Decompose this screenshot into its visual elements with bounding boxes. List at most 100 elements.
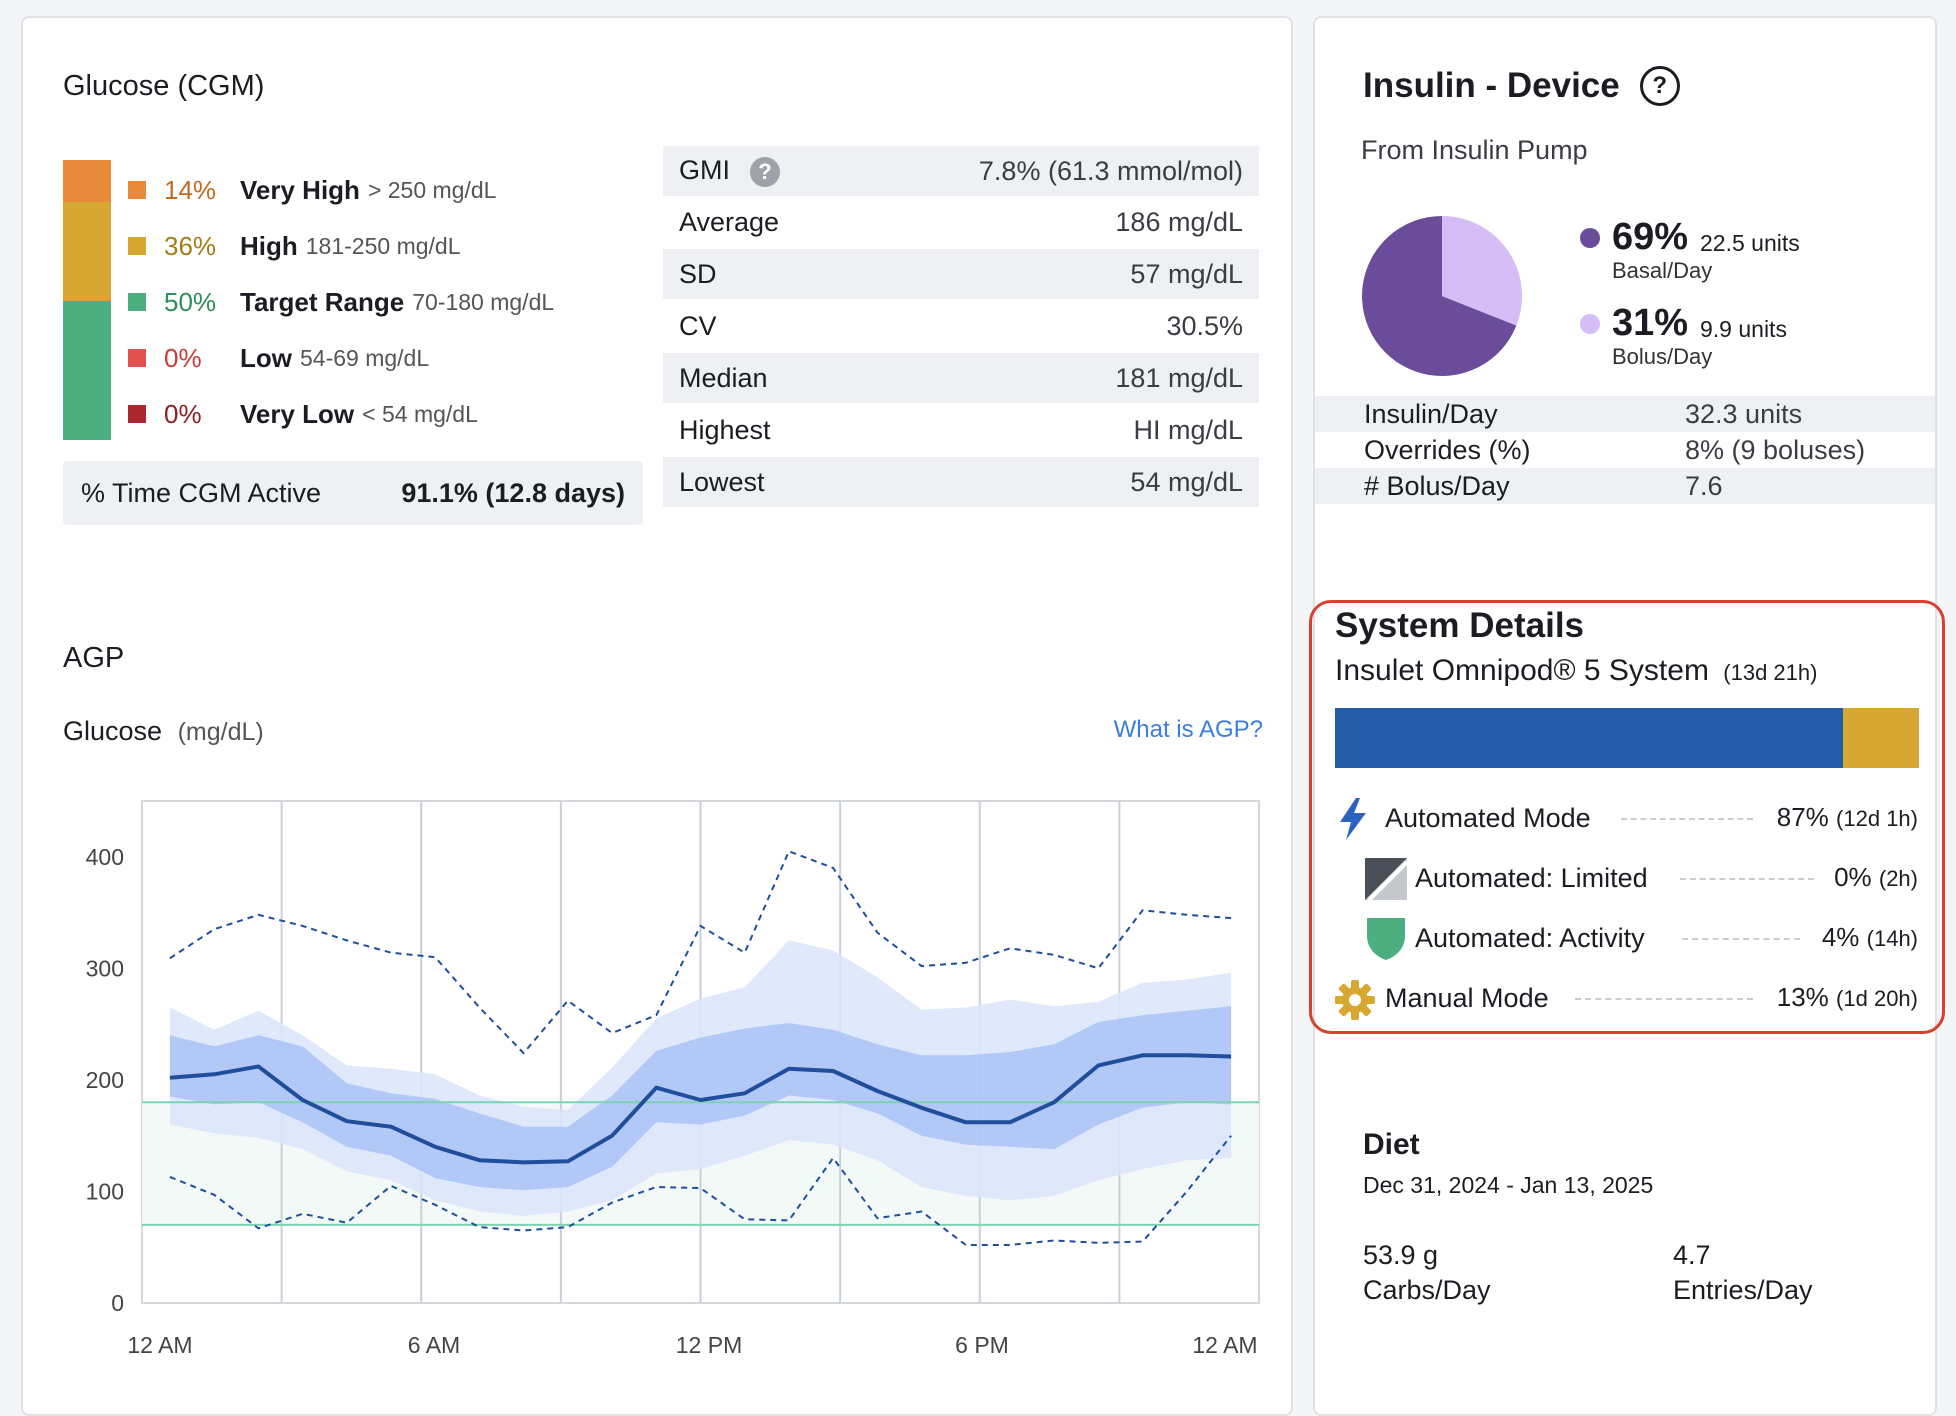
cv-value: 30.5%	[1166, 310, 1243, 341]
stat-row-median: Median 181 mg/dL	[663, 353, 1259, 403]
agp-title: AGP	[63, 642, 125, 674]
tir-bar-high	[63, 202, 111, 301]
highest-value: HI mg/dL	[1133, 414, 1243, 445]
cv-label: CV	[679, 310, 717, 341]
mode-automated-label: Automated Mode	[1385, 802, 1591, 833]
mode-manual-pct: 13%	[1776, 982, 1829, 1012]
high-range: 181-250 mg/dL	[305, 232, 461, 259]
x-tick-label: 6 AM	[408, 1332, 460, 1358]
mode-automated-value: 87% (12d 1h)	[1777, 802, 1918, 833]
highest-label: Highest	[679, 414, 771, 445]
mode-automated-pct: 87%	[1776, 802, 1829, 832]
very-low-percent: 0%	[164, 398, 202, 429]
high-label: High	[240, 230, 298, 261]
gmi-value: 7.8% (61.3 mmol/mol)	[978, 155, 1243, 186]
x-tick-label: 12 AM	[1192, 1332, 1257, 1358]
tir-row-high: 36% High 181-250 mg/dL	[128, 230, 461, 262]
very-high-percent: 14%	[164, 174, 217, 205]
mode-activity-value: 4% (14h)	[1822, 922, 1918, 953]
mode-activity: Automated: Activity	[1415, 918, 1645, 958]
system-device: Insulet Omnipod® 5 System (13d 21h)	[1335, 654, 1817, 688]
basal-label: Basal/Day	[1612, 258, 1713, 283]
bolus-percent: 31%	[1612, 302, 1689, 344]
very-high-swatch	[128, 181, 146, 199]
y-tick-label: 0	[111, 1290, 124, 1316]
low-label: Low	[240, 342, 292, 373]
median-label: Median	[679, 362, 768, 393]
bolus-label: Bolus/Day	[1612, 344, 1713, 369]
tir-row-very-low: 0% Very Low < 54 mg/dL	[128, 398, 478, 430]
mode-activity-dur: (14h)	[1866, 926, 1918, 951]
basal-units: 22.5 units	[1700, 230, 1800, 256]
median-value: 181 mg/dL	[1115, 362, 1243, 393]
x-tick-label: 12 AM	[127, 1332, 192, 1358]
lowest-label: Lowest	[679, 466, 765, 497]
system-device-name: Insulet Omnipod® 5 System	[1335, 654, 1709, 687]
mode-manual-value: 13% (1d 20h)	[1777, 982, 1918, 1013]
cgm-active-label: % Time CGM Active	[81, 477, 322, 508]
agp-line-median	[169, 1053, 1232, 1165]
stat-row-cv: CV 30.5%	[663, 301, 1259, 351]
limited-icon	[1365, 858, 1407, 900]
mode-limited-pct: 0%	[1834, 862, 1872, 892]
very-low-label: Very Low	[240, 398, 355, 429]
insulin-pie-chart	[1362, 216, 1522, 376]
target-range: 70-180 mg/dL	[412, 288, 555, 315]
insulin-per-day-label: Insulin/Day	[1364, 398, 1498, 429]
diet-dates: Dec 31, 2024 - Jan 13, 2025	[1363, 1172, 1654, 1198]
stat-row-sd: SD 57 mg/dL	[663, 249, 1259, 299]
what-is-agp-link[interactable]: What is AGP?	[1113, 716, 1263, 743]
mode-activity-label: Automated: Activity	[1415, 922, 1645, 953]
entries-value: 4.7	[1673, 1240, 1711, 1270]
lowest-value: 54 mg/dL	[1130, 466, 1243, 497]
agp-subtitle: Glucose	[63, 716, 163, 746]
sd-value: 57 mg/dL	[1130, 258, 1243, 289]
system-mode-bar	[1335, 708, 1919, 768]
insulin-row-overrides: Overrides (%) 8% (9 boluses)	[1315, 432, 1935, 468]
gear-icon	[1335, 980, 1375, 1020]
diet-title: Diet	[1363, 1128, 1420, 1161]
bolus-per-day-label: # Bolus/Day	[1364, 470, 1510, 501]
high-percent: 36%	[164, 230, 217, 261]
bolus-per-day-value: 7.6	[1685, 470, 1723, 501]
y-tick-label: 400	[86, 844, 124, 870]
mode-automated: Automated Mode	[1385, 798, 1591, 838]
tir-bar-target	[63, 301, 111, 440]
bolus-dot	[1580, 314, 1600, 334]
system-bar-manual	[1843, 708, 1919, 768]
insulin-help-icon[interactable]: ?	[1639, 66, 1680, 106]
mode-limited-label: Automated: Limited	[1415, 862, 1648, 893]
x-tick-label: 12 PM	[676, 1332, 742, 1358]
gmi-label: GMI	[679, 155, 730, 185]
very-low-range: < 54 mg/dL	[362, 400, 478, 427]
tir-row-very-high: 14% Very High > 250 mg/dL	[128, 174, 496, 206]
entries-label: Entries/Day	[1673, 1275, 1813, 1305]
insulin-row-bolus-per-day: # Bolus/Day 7.6	[1315, 468, 1935, 504]
stat-row-average: Average 186 mg/dL	[663, 197, 1259, 247]
basal-percent: 69%	[1612, 216, 1689, 258]
mode-manual-dur: (1d 20h)	[1836, 986, 1918, 1011]
mode-activity-pct: 4%	[1821, 922, 1860, 952]
insulin-row-per-day: Insulin/Day 32.3 units	[1315, 396, 1935, 432]
agp-chart: 0 100 200 300 400 12 AM 6 AM 12 PM 6 PM 12 AM	[86, 800, 1260, 1358]
overrides-label: Overrides (%)	[1364, 434, 1531, 465]
mode-manual-label: Manual Mode	[1385, 982, 1549, 1013]
target-label: Target Range	[240, 286, 405, 317]
gmi-help-icon[interactable]: ?	[750, 157, 780, 187]
dash-leader	[1680, 878, 1814, 880]
carbs-label: Carbs/Day	[1363, 1275, 1491, 1305]
mode-limited-dur: (2h)	[1878, 866, 1918, 891]
bolus-units: 9.9 units	[1700, 316, 1787, 342]
pie-slice-basal	[1362, 216, 1517, 376]
insulin-header: Insulin - Device ?	[1363, 66, 1680, 106]
target-swatch	[128, 293, 146, 311]
stat-row-gmi: GMI? 7.8% (61.3 mmol/mol)	[663, 146, 1259, 196]
agp-line-p95	[169, 849, 1232, 1055]
dash-leader	[1621, 818, 1753, 820]
very-high-label: Very High	[240, 174, 360, 205]
insulin-title: Insulin - Device	[1363, 66, 1620, 105]
glucose-title: Glucose (CGM)	[63, 70, 265, 102]
cgm-active-row: % Time CGM Active 91.1% (12.8 days)	[63, 461, 643, 525]
y-tick-label: 100	[86, 1178, 124, 1204]
system-duration: (13d 21h)	[1723, 660, 1818, 685]
